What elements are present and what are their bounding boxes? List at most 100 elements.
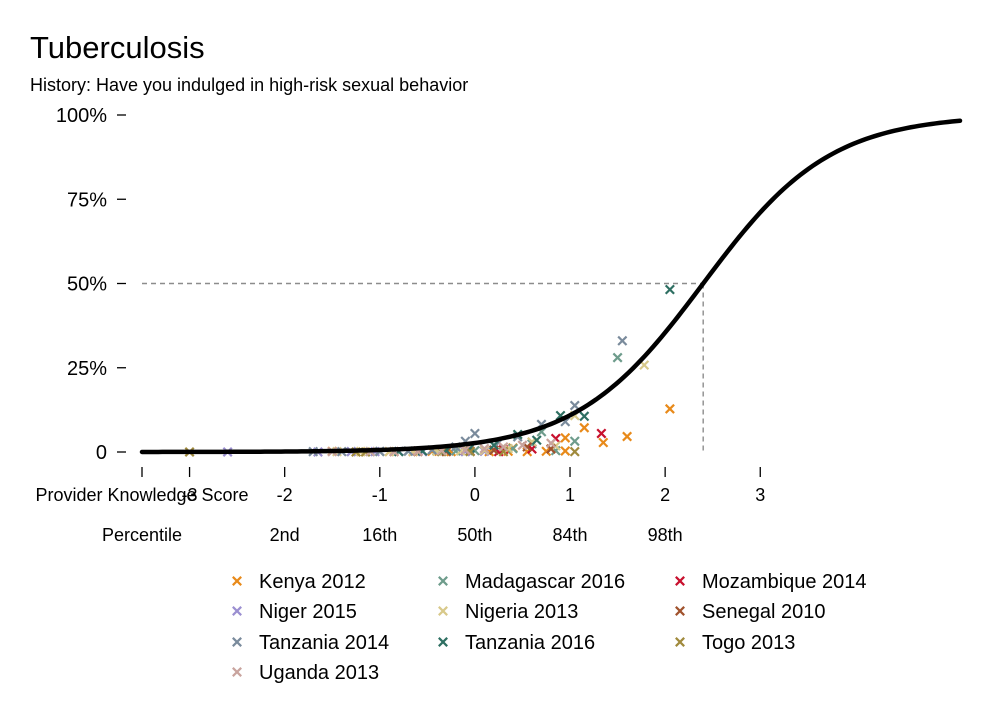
legend-item: Kenya 2012 (232, 571, 366, 593)
data-point (579, 422, 590, 433)
data-point-stroke (555, 410, 566, 421)
data-point-stroke (460, 445, 471, 455)
data-point-stroke (617, 335, 628, 346)
x-tick-label: 3 (755, 485, 765, 505)
legend-marker (438, 576, 448, 586)
legend-label: Nigeria 2013 (465, 601, 578, 623)
data-point (569, 446, 580, 457)
data-point-stroke (664, 403, 675, 414)
x-tick-label: -2 (277, 485, 293, 505)
data-point (664, 403, 675, 414)
data-point-stroke (664, 284, 675, 295)
legend-marker (438, 637, 448, 647)
data-point-stroke (465, 446, 476, 457)
data-point-stroke (579, 422, 590, 433)
data-point-stroke (479, 445, 490, 456)
data-point-stroke (622, 431, 633, 442)
data-point-stroke (546, 438, 556, 449)
percentile-axis: 2nd 16th 50th 84th 98th (270, 525, 683, 545)
data-point (560, 446, 571, 456)
data-point (617, 335, 628, 346)
data-point (460, 445, 471, 455)
data-point-stroke (479, 443, 490, 454)
legend-item: Togo 2013 (675, 632, 795, 654)
data-points (184, 284, 675, 457)
data-point-stroke (596, 428, 607, 439)
y-tick-label: 0 (96, 442, 107, 464)
legend-item: Nigeria 2013 (438, 601, 578, 623)
legend-label: Madagascar 2016 (465, 571, 625, 593)
legend-item: Uganda 2013 (232, 662, 379, 684)
legend-label: Niger 2015 (259, 601, 357, 623)
x-tick-label: 2 (660, 485, 670, 505)
data-point (560, 432, 571, 443)
x-axis: -3 -2 -1 0 1 2 3 (141, 467, 765, 505)
x-tick-label: 0 (470, 485, 480, 505)
legend-label: Uganda 2013 (259, 662, 379, 684)
chart-subtitle: History: Have you indulged in high-risk … (30, 75, 468, 95)
data-point-stroke (469, 428, 480, 439)
data-point-stroke (569, 446, 580, 457)
x-tick-label: -3 (182, 485, 198, 505)
legend-label: Mozambique 2014 (702, 571, 867, 593)
legend-marker (232, 576, 242, 586)
legend-item: Tanzania 2016 (438, 632, 595, 654)
percentile-tick-label: 98th (648, 525, 683, 545)
chart-title: Tuberculosis (30, 30, 205, 65)
y-tick-label: 100% (56, 105, 107, 127)
data-point-stroke (560, 446, 571, 456)
legend-label: Tanzania 2014 (259, 632, 389, 654)
data-point (517, 440, 528, 451)
data-point-stroke (522, 441, 533, 452)
legend-label: Tanzania 2016 (465, 632, 595, 654)
data-point (550, 440, 561, 451)
y-axis: 0 25% 50% 75% 100% (56, 105, 126, 464)
legend-marker (675, 606, 685, 616)
data-point (546, 438, 556, 449)
legend-item: Senegal 2010 (675, 601, 825, 623)
data-point (479, 443, 490, 454)
legend-item: Madagascar 2016 (438, 571, 625, 593)
x-tick-label: 1 (565, 485, 575, 505)
data-point (612, 352, 623, 363)
data-point (531, 435, 542, 446)
legend-label: Togo 2013 (702, 632, 795, 654)
data-point (664, 284, 675, 295)
percentile-tick-label: 84th (552, 525, 587, 545)
legend-marker (232, 637, 242, 647)
legend-marker (675, 637, 685, 647)
reference-lines (142, 282, 704, 452)
percentile-tick-label: 50th (457, 525, 492, 545)
y-tick-label: 50% (67, 274, 107, 296)
data-point (596, 428, 607, 439)
legend-label: Kenya 2012 (259, 571, 366, 593)
data-point-stroke (569, 436, 580, 447)
data-point (622, 431, 633, 442)
data-point (469, 428, 480, 439)
data-point-stroke (579, 411, 590, 422)
data-point-stroke (503, 443, 514, 454)
legend-marker (232, 606, 242, 616)
data-point-stroke (569, 400, 580, 411)
legend: Kenya 2012 Madagascar 2016 Mozambique 2014… (232, 571, 867, 684)
legend-item: Niger 2015 (232, 601, 357, 623)
data-point-stroke (612, 352, 623, 363)
legend-marker (675, 576, 685, 586)
data-point-stroke (560, 432, 571, 443)
data-point-stroke (560, 416, 571, 427)
x-axis-label: Provider Knowledge Score (35, 485, 248, 505)
legend-item: Tanzania 2014 (232, 632, 389, 654)
percentile-tick-label: 2nd (270, 525, 300, 545)
legend-marker (232, 667, 242, 677)
data-point (479, 445, 490, 456)
x-tick-label: -1 (372, 485, 388, 505)
data-point (579, 411, 590, 422)
legend-marker (438, 606, 448, 616)
legend-item: Mozambique 2014 (675, 571, 867, 593)
data-point-stroke (517, 440, 528, 451)
data-point-stroke (536, 426, 547, 437)
percentile-tick-label: 16th (362, 525, 397, 545)
percentile-label: Percentile (102, 525, 182, 545)
data-point (598, 437, 609, 448)
